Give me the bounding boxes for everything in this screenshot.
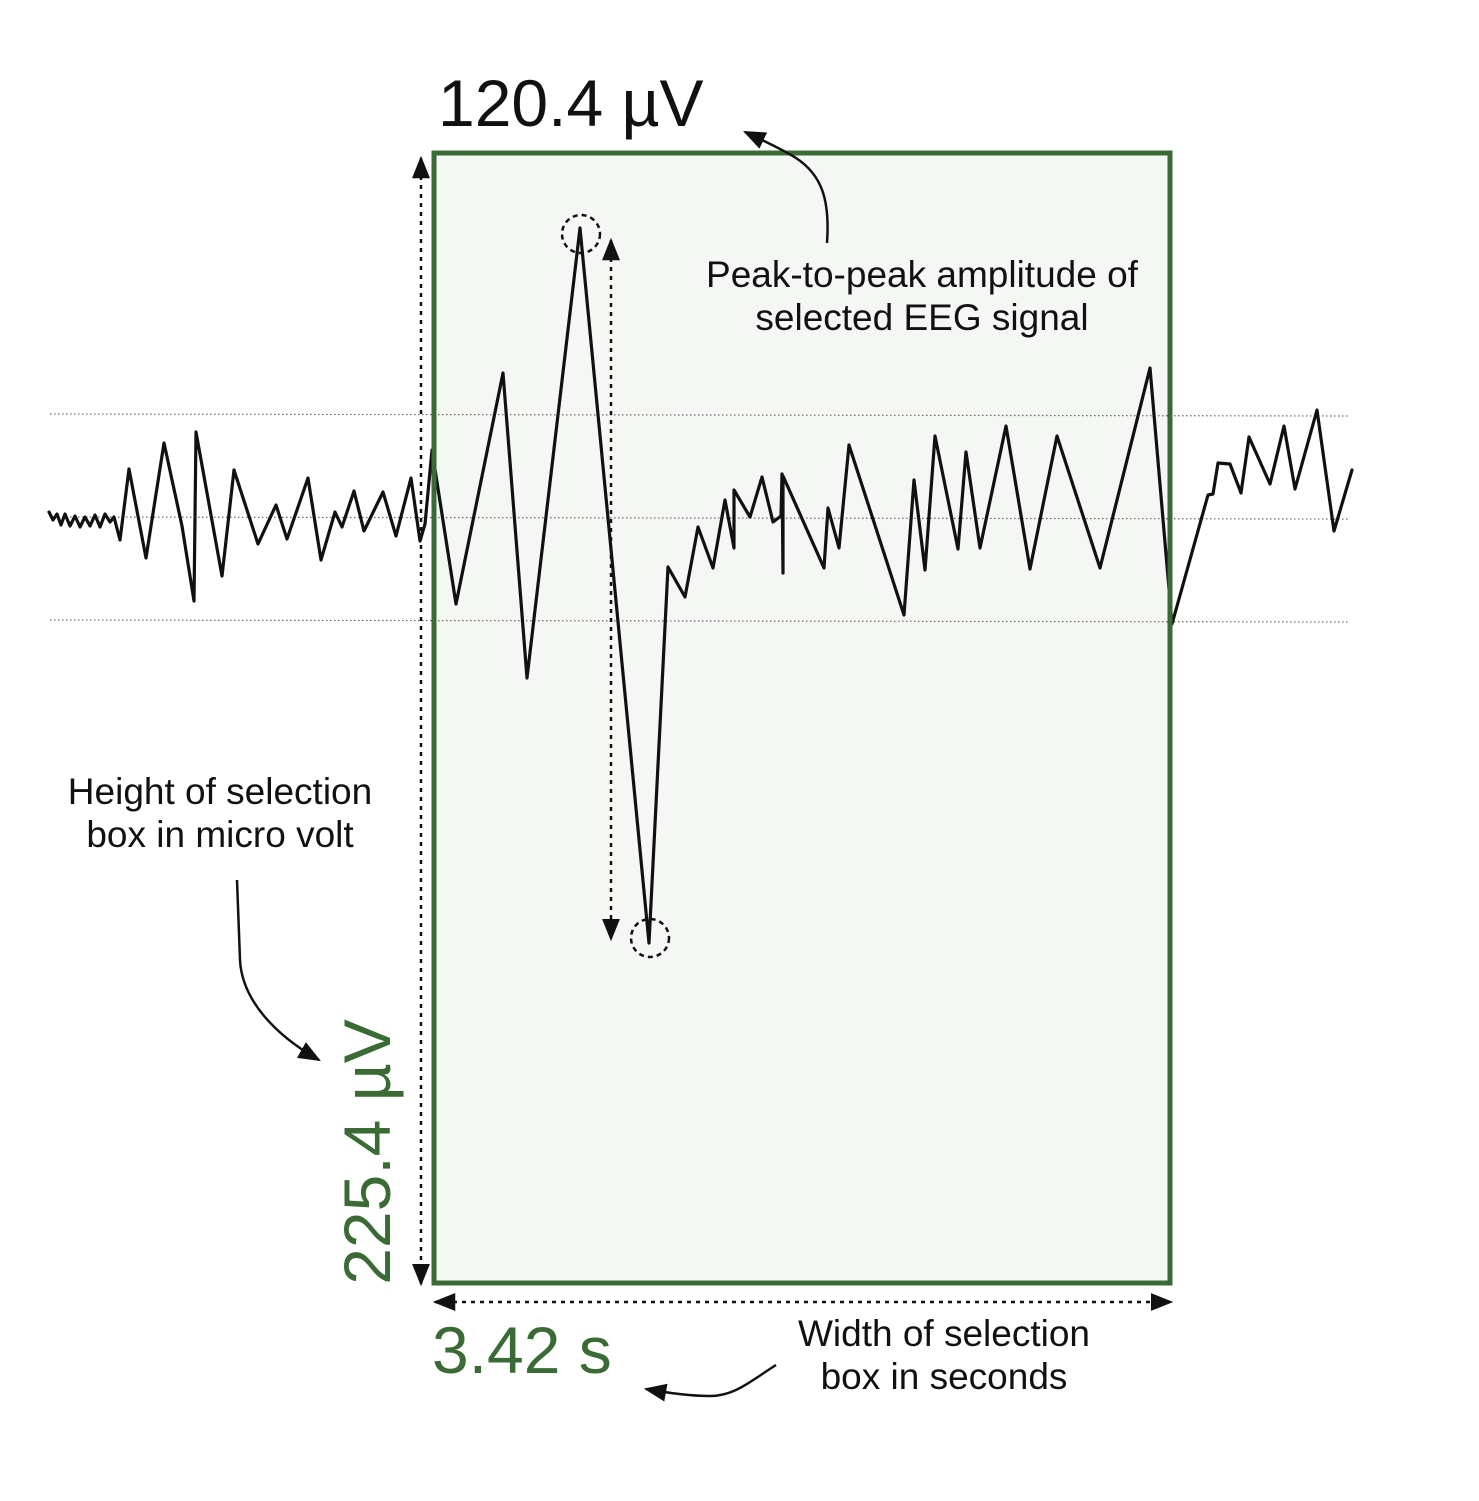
eeg-signal-trace [47, 226, 1354, 945]
reference-line-upper [49, 413, 1349, 417]
selection-box-fill [434, 153, 1170, 1283]
height-caption: Height of selection box in micro volt [40, 771, 400, 856]
height-caption-line1: Height of selection [67, 771, 373, 812]
peak-to-peak-caption-line1: Peak-to-peak amplitude of [706, 254, 1138, 295]
signal-trough-marker [629, 917, 671, 959]
width-caption-line1: Width of selection [797, 1313, 1091, 1354]
reference-line-baseline [49, 516, 1349, 520]
selection-box[interactable] [431, 150, 1173, 1286]
peak-to-peak-caption-line2: selected EEG signal [755, 296, 1089, 338]
peak-to-peak-value: 120.4 µV [438, 66, 704, 140]
signal-peak-marker [560, 213, 602, 255]
reference-line-lower [49, 619, 1349, 623]
selection-width-value: 3.42 s [432, 1313, 612, 1387]
peak-to-peak-callout-arrow [742, 130, 829, 244]
height-caption-line2: box in micro volt [86, 813, 354, 855]
peak-to-peak-caption: Peak-to-peak amplitude of selected EEG s… [676, 254, 1168, 339]
width-caption-line2: box in seconds [820, 1355, 1068, 1397]
width-callout-arrow [643, 1363, 777, 1402]
height-callout-arrow [235, 879, 321, 1062]
width-caption: Width of selection box in seconds [770, 1313, 1118, 1398]
selection-height-value: 225.4 µV [330, 1019, 405, 1285]
